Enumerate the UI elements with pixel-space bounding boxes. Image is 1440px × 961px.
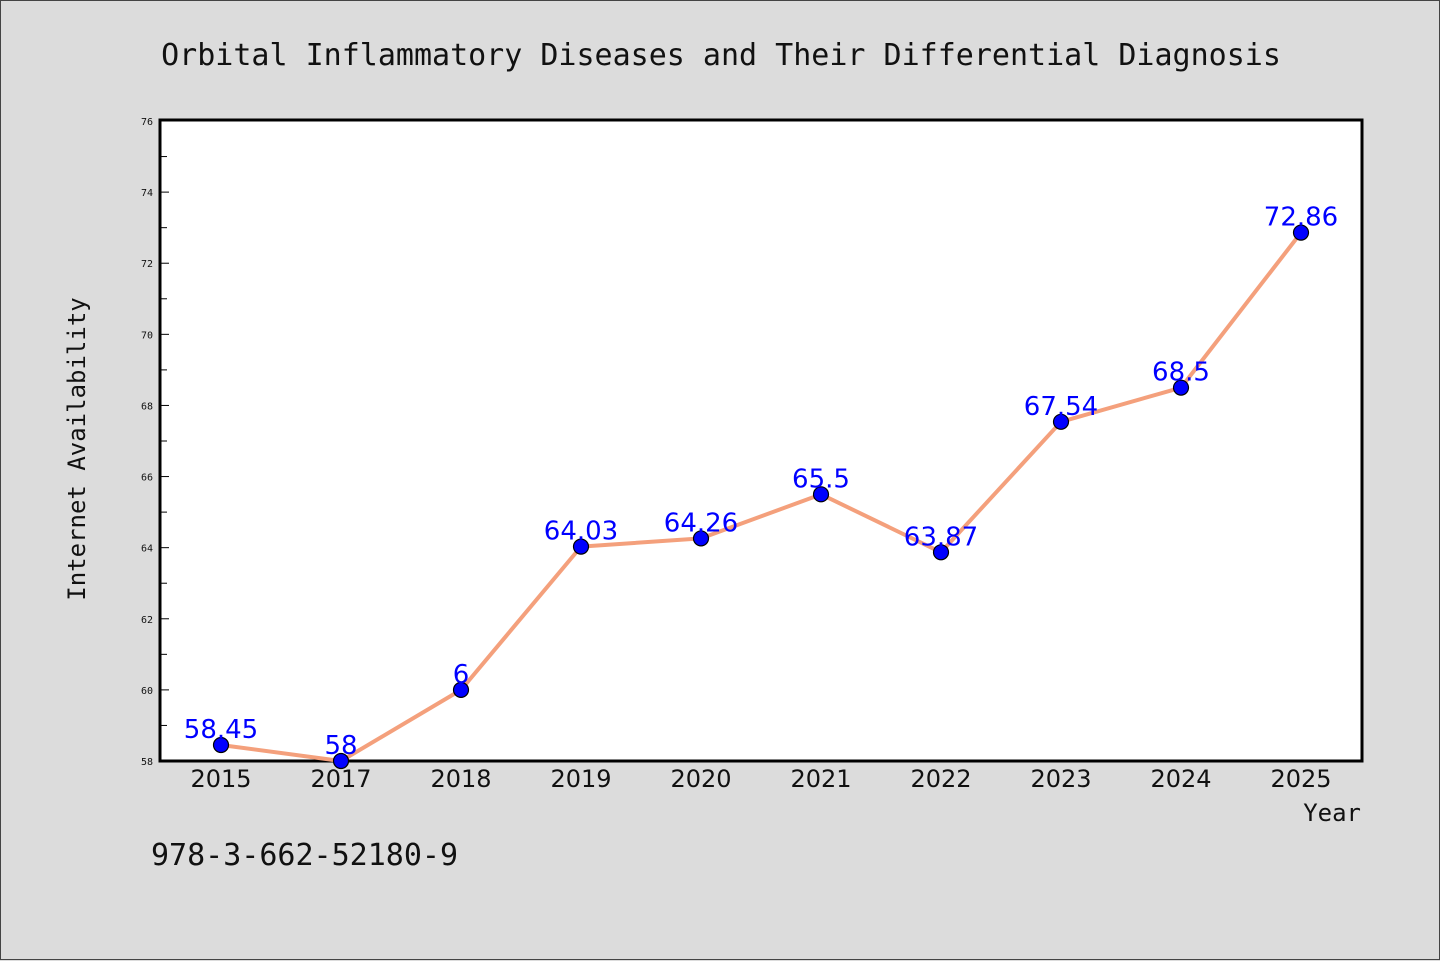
data-labels-group: 58.45 58 6 64.03 64.26 65.5 63.87 67.54 68.5 72.8… — [184, 203, 1338, 761]
data-point — [212, 736, 230, 754]
x-axis: 2015 2017 2018 2019 2020 2021 2022 2023 2024 2025 — [190, 765, 1331, 793]
data-label: 67.54 — [1024, 392, 1098, 422]
data-label: 68.5 — [1152, 358, 1210, 388]
data-point — [1052, 413, 1070, 430]
y-tick-label: 64 — [141, 544, 153, 555]
data-point — [572, 538, 590, 555]
series-line — [219, 230, 1303, 763]
x-tick-label: 2015 — [190, 765, 251, 793]
data-label: 72.86 — [1264, 203, 1338, 233]
data-label: 6 — [453, 660, 470, 690]
data-label: 65.5 — [792, 464, 850, 494]
chart-title: Orbital Inflammatory Diseases and Their … — [161, 38, 1281, 73]
data-label: 58.45 — [184, 715, 258, 745]
x-tick-label: 2023 — [1030, 765, 1091, 793]
x-tick-label: 2020 — [670, 765, 731, 793]
y-tick-label: 76 — [141, 117, 153, 128]
data-point — [692, 530, 710, 547]
data-label: 64.26 — [664, 508, 738, 538]
series-line-group — [219, 230, 1303, 763]
data-label: 63.87 — [904, 522, 978, 552]
x-tick-label: 2021 — [790, 765, 851, 793]
data-point — [1172, 379, 1190, 396]
isbn-text: 978-3-662-52180-9 — [151, 838, 458, 873]
data-label: 64.03 — [544, 517, 618, 547]
plot-area — [158, 118, 1364, 763]
y-tick-label: 68 — [141, 401, 153, 412]
x-tick-label: 2025 — [1270, 765, 1331, 793]
data-point — [452, 681, 470, 698]
x-tick-label: 2019 — [550, 765, 611, 793]
x-tick-label: 2017 — [310, 765, 371, 793]
x-axis-label: Year — [1303, 799, 1361, 827]
y-tick-label: 72 — [141, 259, 153, 270]
data-label: 58 — [324, 731, 357, 761]
y-tick-label: 70 — [141, 330, 153, 341]
data-point — [1292, 224, 1310, 241]
data-point — [932, 544, 950, 561]
x-tick-label: 2024 — [1150, 765, 1211, 793]
y-axis: 58 60 62 64 66 68 70 72 74 76 — [141, 117, 169, 768]
data-point — [812, 486, 830, 503]
y-tick-label: 62 — [141, 615, 153, 626]
y-tick-label: 58 — [141, 757, 153, 768]
x-tick-label: 2018 — [430, 765, 491, 793]
y-axis-label: Internet Availability — [63, 297, 91, 600]
markers-group — [212, 224, 1310, 770]
y-tick-label: 66 — [141, 473, 153, 484]
x-tick-label: 2022 — [910, 765, 971, 793]
data-point — [332, 752, 350, 770]
y-tick-label: 74 — [141, 188, 153, 199]
y-tick-label: 60 — [141, 686, 153, 697]
